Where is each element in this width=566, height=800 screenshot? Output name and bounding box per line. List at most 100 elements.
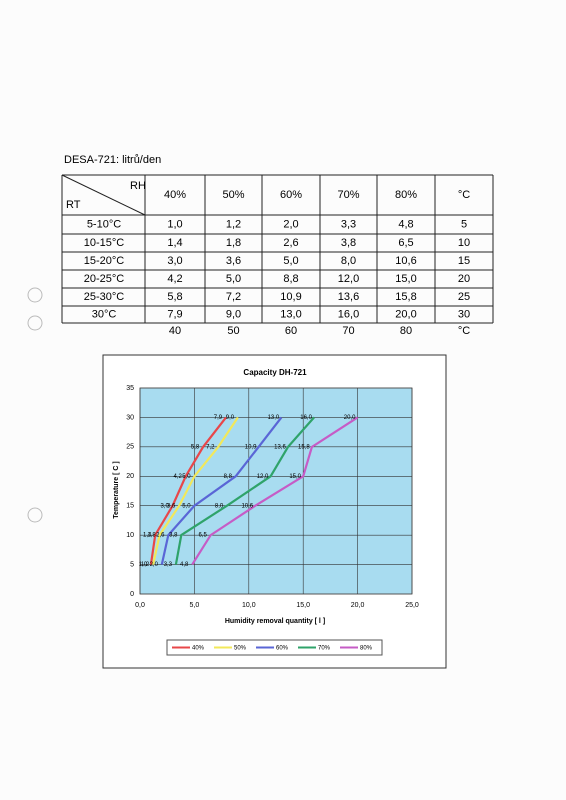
data-label: 13,0 bbox=[268, 415, 280, 421]
data-label: 15,0 bbox=[289, 474, 301, 480]
data-label: 12,0 bbox=[257, 474, 269, 480]
data-label: 3,6 bbox=[167, 503, 176, 509]
cell: 25 bbox=[458, 291, 470, 303]
cell: 15 bbox=[458, 255, 470, 267]
chart-title: Capacity DH-721 bbox=[243, 368, 307, 377]
cell: 3,3 bbox=[341, 218, 356, 230]
cell: 16,0 bbox=[338, 308, 359, 320]
y-tick-label: 15 bbox=[126, 503, 134, 510]
x-tick-label: 25,0 bbox=[405, 602, 419, 609]
cell: 5 bbox=[461, 218, 467, 230]
punch-hole bbox=[27, 507, 43, 523]
cell: 8,0 bbox=[341, 255, 356, 267]
footer-label: 70 bbox=[342, 325, 354, 337]
column-header: 70% bbox=[337, 189, 359, 201]
data-label: 6,5 bbox=[199, 533, 208, 539]
legend-label: 50% bbox=[234, 646, 247, 652]
y-tick-label: 25 bbox=[126, 444, 134, 451]
cell: 2,6 bbox=[283, 237, 298, 249]
corner-label: RH bbox=[130, 180, 146, 192]
cell: 13,6 bbox=[338, 291, 359, 303]
cell: 8,8 bbox=[283, 273, 298, 285]
data-label: 15,8 bbox=[298, 444, 310, 450]
cell: 1,8 bbox=[226, 237, 241, 249]
data-label: 9,0 bbox=[226, 415, 235, 421]
y-tick-label: 30 bbox=[126, 414, 134, 421]
x-tick-label: 20,0 bbox=[351, 602, 365, 609]
legend-label: 70% bbox=[318, 646, 331, 652]
table-title: DESA-721: litrů/den bbox=[64, 154, 161, 166]
x-tick-label: 10,0 bbox=[242, 602, 256, 609]
data-label: 2,0 bbox=[150, 562, 159, 568]
cell: 1,2 bbox=[226, 218, 241, 230]
legend-box bbox=[166, 639, 383, 656]
data-label: 7,2 bbox=[206, 444, 215, 450]
y-tick-label: 0 bbox=[130, 591, 134, 598]
data-label: 1,4 bbox=[143, 533, 152, 539]
cell: 30 bbox=[458, 308, 470, 320]
series-line bbox=[149, 416, 227, 565]
data-label: 1,0 bbox=[139, 562, 148, 568]
series-line bbox=[160, 416, 283, 565]
data-label: 8,0 bbox=[215, 503, 224, 509]
data-label: 3,3 bbox=[164, 562, 173, 568]
cell: 4,2 bbox=[167, 273, 182, 285]
data-label: 7,9 bbox=[214, 415, 223, 421]
cell: 9,0 bbox=[226, 308, 241, 320]
data-label: 5,0 bbox=[182, 503, 191, 509]
row-label: 5-10°C bbox=[87, 218, 121, 230]
data-label: 4,2 bbox=[174, 474, 183, 480]
punch-hole bbox=[27, 315, 43, 331]
data-label: 3,8 bbox=[169, 533, 178, 539]
x-tick-label: 5,0 bbox=[190, 602, 200, 609]
series-line bbox=[174, 416, 315, 565]
data-label: 10,6 bbox=[241, 503, 253, 509]
row-label: 10-15°C bbox=[84, 237, 125, 249]
cell: 10,9 bbox=[280, 291, 301, 303]
legend-label: 40% bbox=[192, 646, 205, 652]
row-label: 30°C bbox=[92, 308, 117, 320]
row-label: 25-30°C bbox=[84, 291, 125, 303]
cell: 7,2 bbox=[226, 291, 241, 303]
y-tick-label: 5 bbox=[130, 561, 134, 568]
corner-label: RT bbox=[66, 199, 81, 211]
y-tick-label: 20 bbox=[126, 473, 134, 480]
y-tick-label: 10 bbox=[126, 532, 134, 539]
cell: 12,0 bbox=[338, 273, 359, 285]
y-tick-label: 35 bbox=[126, 385, 134, 392]
punch-hole bbox=[27, 287, 43, 303]
data-label: 20,0 bbox=[344, 415, 356, 421]
x-tick-label: 0,0 bbox=[135, 602, 145, 609]
cell: 6,5 bbox=[398, 237, 413, 249]
cell: 1,0 bbox=[167, 218, 182, 230]
corner-diagonal bbox=[61, 174, 146, 216]
cell: 3,0 bbox=[167, 255, 182, 267]
cell: 7,9 bbox=[167, 308, 182, 320]
cell: 20 bbox=[458, 273, 470, 285]
table: DESA-721: litrů/den RH RT 40% 50% 60% 70% 80% °C… bbox=[61, 154, 494, 337]
cell: 15,0 bbox=[395, 273, 416, 285]
x-tick-label: 15,0 bbox=[296, 602, 310, 609]
cell: 5,8 bbox=[167, 291, 182, 303]
column-header: 40% bbox=[164, 189, 186, 201]
cell: 4,8 bbox=[398, 218, 413, 230]
legend-label: 60% bbox=[276, 646, 289, 652]
row-label: 20-25°C bbox=[84, 273, 125, 285]
cell: 3,8 bbox=[341, 237, 356, 249]
cell: 10,6 bbox=[395, 255, 416, 267]
data-label: 3,0 bbox=[160, 503, 169, 509]
column-header: 60% bbox=[280, 189, 302, 201]
cell: 15,8 bbox=[395, 291, 416, 303]
cell: 3,6 bbox=[226, 255, 241, 267]
data-label: 1,8 bbox=[147, 533, 156, 539]
column-header: 80% bbox=[395, 189, 417, 201]
footer-label: °C bbox=[458, 325, 470, 337]
legend-label: 80% bbox=[360, 646, 373, 652]
data-label: 4,8 bbox=[180, 562, 189, 568]
row-label: 15-20°C bbox=[84, 255, 125, 267]
data-label: 13,6 bbox=[274, 444, 286, 450]
data-label: 5,8 bbox=[191, 444, 200, 450]
cell: 20,0 bbox=[395, 308, 416, 320]
